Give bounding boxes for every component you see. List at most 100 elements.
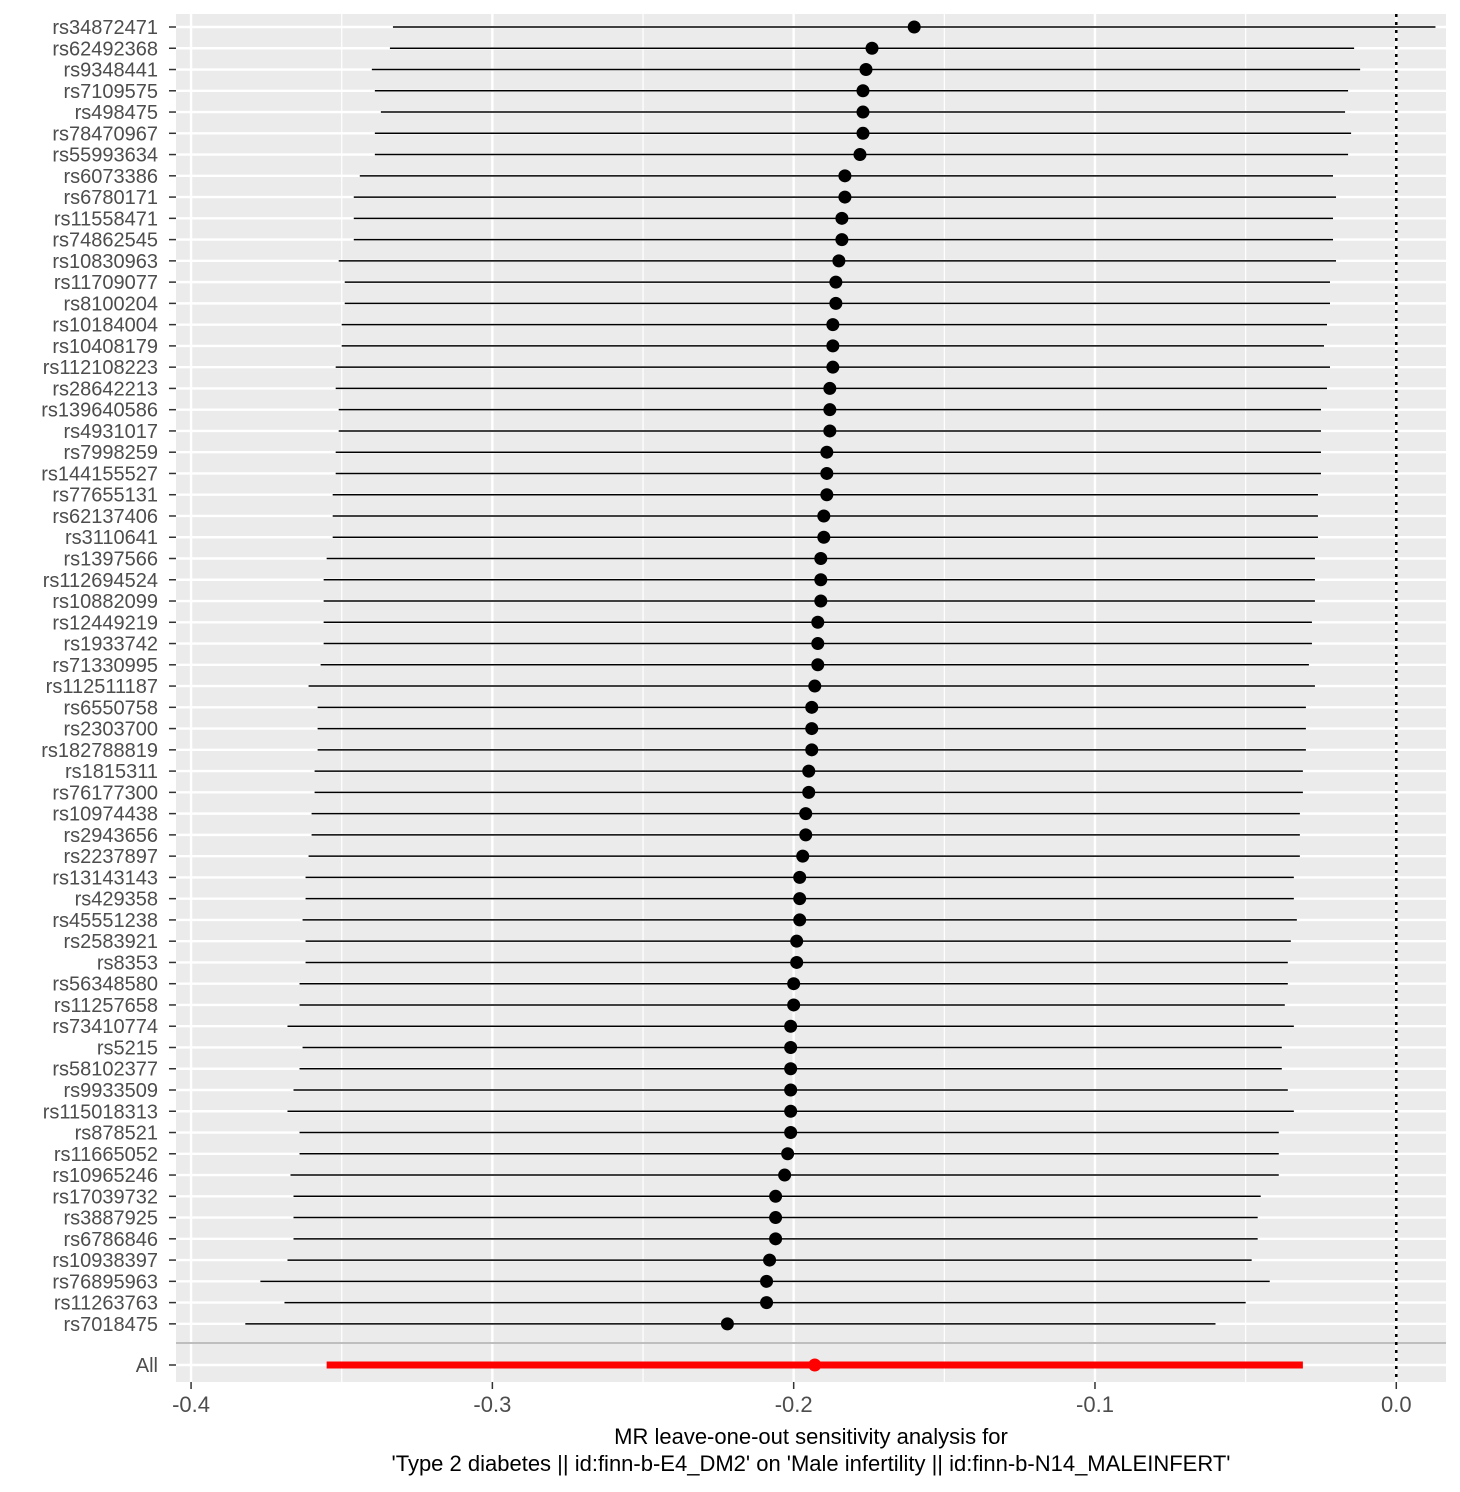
point-rs182788819 <box>805 743 819 757</box>
y-label-rs77655131: rs77655131 <box>52 485 158 507</box>
point-rs2943656 <box>799 828 813 842</box>
y-label-rs55993634: rs55993634 <box>52 145 158 167</box>
point-rs10965246 <box>778 1168 792 1182</box>
y-label-rs10882099: rs10882099 <box>52 591 158 613</box>
point-rs498475 <box>856 105 870 119</box>
y-label-rs7998259: rs7998259 <box>63 442 158 464</box>
point-rs62492368 <box>865 41 879 55</box>
point-rs6786846 <box>769 1232 783 1246</box>
y-label-rs6550758: rs6550758 <box>63 697 158 719</box>
point-rs12449219 <box>811 615 825 629</box>
x-tick-label: 0.0 <box>1381 1392 1412 1417</box>
y-label-rs429358: rs429358 <box>75 889 158 911</box>
point-rs2583921 <box>790 934 804 948</box>
point-rs58102377 <box>784 1062 798 1076</box>
point-estimates <box>720 20 921 1372</box>
y-label-rs7018475: rs7018475 <box>63 1314 158 1336</box>
point-rs10974438 <box>799 807 813 821</box>
point-rs112694524 <box>814 573 828 587</box>
point-rs11263763 <box>760 1296 774 1310</box>
y-label-rs10974438: rs10974438 <box>52 804 158 826</box>
point-rs112511187 <box>808 679 822 693</box>
point-rs8353 <box>790 955 804 969</box>
y-label-rs11709077: rs11709077 <box>54 272 158 294</box>
point-rs73410774 <box>784 1019 798 1033</box>
y-label-rs6780171: rs6780171 <box>63 187 158 209</box>
point-rs9933509 <box>784 1083 798 1097</box>
y-label-rs11257658: rs11257658 <box>54 995 158 1017</box>
x-tick-label: -0.4 <box>172 1392 210 1417</box>
y-label-rs1933742: rs1933742 <box>63 634 158 656</box>
y-label-rs56348580: rs56348580 <box>52 974 158 996</box>
y-label-rs10938397: rs10938397 <box>52 1250 158 1272</box>
y-label-rs11665052: rs11665052 <box>54 1144 158 1166</box>
y-label-rs74862545: rs74862545 <box>52 230 158 252</box>
y-label-rs112694524: rs112694524 <box>43 570 158 592</box>
y-label-rs71330995: rs71330995 <box>52 655 158 677</box>
y-label-rs112511187: rs112511187 <box>46 676 158 698</box>
point-rs2303700 <box>805 722 819 736</box>
point-rs10184004 <box>826 318 840 332</box>
y-label-rs12449219: rs12449219 <box>52 612 158 634</box>
point-rs76895963 <box>760 1274 774 1288</box>
x-tick-label: -0.1 <box>1076 1392 1114 1417</box>
y-label-rs5215: rs5215 <box>97 1037 158 1059</box>
y-label-rs58102377: rs58102377 <box>52 1059 158 1081</box>
y-label-rs8353: rs8353 <box>97 952 158 974</box>
point-rs55993634 <box>853 148 867 162</box>
y-label-rs45551238: rs45551238 <box>52 910 158 932</box>
x-axis-tick-labels: -0.4 -0.3 -0.2 -0.1 0.0 <box>172 1392 1411 1417</box>
y-label-rs4931017: rs4931017 <box>63 421 158 443</box>
y-label-rs2237897: rs2237897 <box>63 846 158 868</box>
point-rs112108223 <box>826 360 840 374</box>
point-rs56348580 <box>787 977 801 991</box>
y-label-rs3110641: rs3110641 <box>65 527 158 549</box>
point-rs3110641 <box>817 530 831 544</box>
y-label-rs11263763: rs11263763 <box>54 1293 158 1315</box>
point-rs8100204 <box>829 296 843 310</box>
y-label-rs10965246: rs10965246 <box>52 1165 158 1187</box>
y-label-rs1397566: rs1397566 <box>63 549 158 571</box>
y-label-rs10184004: rs10184004 <box>52 315 158 337</box>
point-rs11665052 <box>781 1147 795 1161</box>
point-rs6780171 <box>838 190 852 204</box>
y-label-rs112108223: rs112108223 <box>43 357 158 379</box>
y-label-rs10830963: rs10830963 <box>52 251 158 273</box>
point-rs11257658 <box>787 998 801 1012</box>
point-rs34872471 <box>907 20 921 34</box>
x-tick-label: -0.2 <box>775 1392 813 1417</box>
point-rs76177300 <box>802 785 816 799</box>
y-label-rs62137406: rs62137406 <box>52 506 158 528</box>
y-label-rs1815311: rs1815311 <box>65 761 158 783</box>
point-rs7109575 <box>856 84 870 98</box>
point-rs11709077 <box>829 275 843 289</box>
y-label-rs9348441: rs9348441 <box>63 60 158 82</box>
y-label-rs73410774: rs73410774 <box>52 1016 158 1038</box>
point-rs878521 <box>784 1126 798 1140</box>
point-overall <box>808 1358 822 1372</box>
y-label-rs115018313: rs115018313 <box>43 1101 158 1123</box>
y-label-rs8100204: rs8100204 <box>63 293 158 315</box>
y-label-rs2583921: rs2583921 <box>63 931 158 953</box>
point-rs115018313 <box>784 1104 798 1118</box>
x-tick-label: -0.3 <box>473 1392 511 1417</box>
y-label-rs2943656: rs2943656 <box>63 825 158 847</box>
point-rs45551238 <box>793 913 807 927</box>
y-label-rs76895963: rs76895963 <box>52 1271 158 1293</box>
y-label-rs6073386: rs6073386 <box>63 166 158 188</box>
point-rs78470967 <box>856 126 870 140</box>
point-rs11558471 <box>835 211 849 225</box>
y-label-rs878521: rs878521 <box>75 1123 158 1145</box>
y-label-rs182788819: rs182788819 <box>41 740 158 762</box>
y-label-rs78470967: rs78470967 <box>52 123 158 145</box>
point-rs7018475 <box>720 1317 734 1331</box>
point-rs429358 <box>793 892 807 906</box>
point-rs139640586 <box>823 403 837 417</box>
point-rs17039732 <box>769 1189 783 1203</box>
x-axis-ticks <box>190 1382 1398 1389</box>
y-label-rs7109575: rs7109575 <box>63 81 158 103</box>
point-rs10408179 <box>826 339 840 353</box>
point-rs5215 <box>784 1040 798 1054</box>
point-rs10938397 <box>763 1253 777 1267</box>
point-rs10882099 <box>814 594 828 608</box>
